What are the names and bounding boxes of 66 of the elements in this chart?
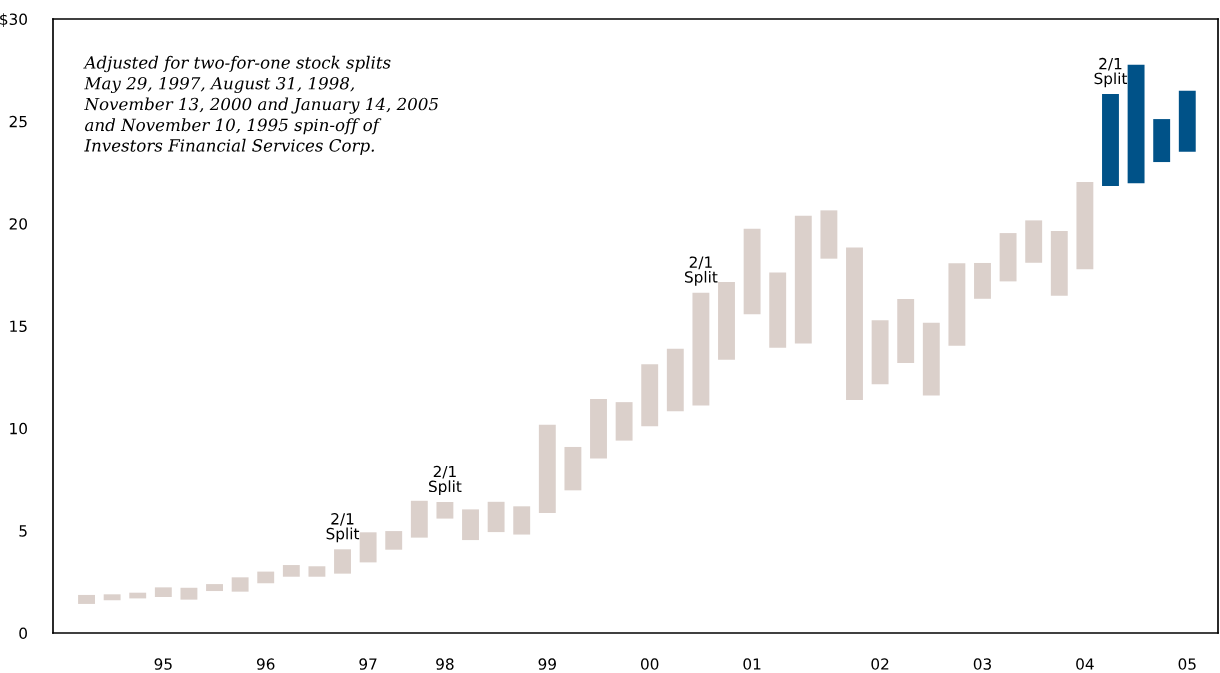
bar	[692, 292, 710, 406]
bar	[410, 500, 428, 538]
x-tick-label: 99	[538, 658, 556, 670]
y-tick-label: 0	[19, 627, 27, 640]
annotation: 2/1 Split	[326, 513, 360, 543]
annotation: 2/1 Split	[428, 465, 462, 496]
bar	[590, 399, 607, 459]
y-tick-label: 25	[9, 115, 27, 128]
bar	[334, 549, 351, 574]
bar	[78, 594, 95, 604]
bar	[282, 565, 300, 577]
bar	[1050, 231, 1068, 296]
y-tick-label: 20	[9, 218, 27, 230]
bar	[308, 566, 326, 577]
bar	[1076, 182, 1094, 270]
x-tick-label: 03	[973, 658, 991, 670]
annotation: Adjusted for two-for-one stock splits May 29, 1997, August 31, 1998, November 13, 2000 and January 14, 2005 and November 10, 1995 spin-off of Investors Financial Services Corp.	[83, 55, 439, 155]
bar	[564, 446, 582, 491]
bar	[513, 506, 531, 535]
annotation: 2/1 Split	[1094, 57, 1128, 88]
bar	[820, 210, 838, 259]
bar	[257, 571, 275, 584]
bar	[538, 424, 556, 514]
bar	[641, 364, 659, 427]
bar	[615, 402, 633, 441]
bar	[1102, 94, 1119, 187]
bar	[385, 531, 403, 550]
bar	[743, 228, 761, 315]
x-tick-label: 05	[1178, 658, 1196, 670]
x-tick-label: 96	[256, 658, 275, 670]
bar	[999, 233, 1017, 282]
bar	[922, 322, 940, 396]
bar	[206, 584, 223, 592]
x-tick-label: 97	[359, 658, 377, 670]
bar	[1025, 220, 1043, 263]
y-tick-label: 5	[19, 525, 27, 537]
x-tick-label: 01	[743, 658, 761, 670]
bar	[666, 348, 684, 412]
y-tick-label: 10	[10, 422, 27, 435]
annotation: 2/1 Split	[684, 256, 718, 286]
bar	[487, 501, 505, 533]
bar	[180, 587, 198, 600]
bar	[974, 262, 991, 299]
y-tick-label: 15	[10, 320, 27, 333]
bar	[1153, 119, 1171, 163]
x-tick-label: 04	[1076, 658, 1094, 670]
bar	[462, 509, 479, 541]
y-tick-label: $30	[0, 13, 27, 28]
x-tick-label: 98	[436, 658, 454, 670]
bar	[1178, 90, 1196, 152]
bar	[1127, 64, 1145, 184]
bar	[871, 320, 889, 385]
bar	[769, 272, 787, 348]
bar	[359, 532, 377, 563]
bar	[154, 587, 172, 597]
bar	[794, 215, 812, 344]
x-tick-label: 95	[154, 658, 172, 670]
x-tick-label: 02	[871, 658, 889, 670]
x-tick-label: 00	[640, 658, 659, 670]
bar	[948, 263, 966, 346]
bar	[846, 247, 863, 401]
bar	[897, 298, 915, 364]
bar	[718, 282, 735, 360]
bar	[103, 594, 121, 601]
bar	[231, 577, 249, 592]
bar	[436, 502, 454, 519]
